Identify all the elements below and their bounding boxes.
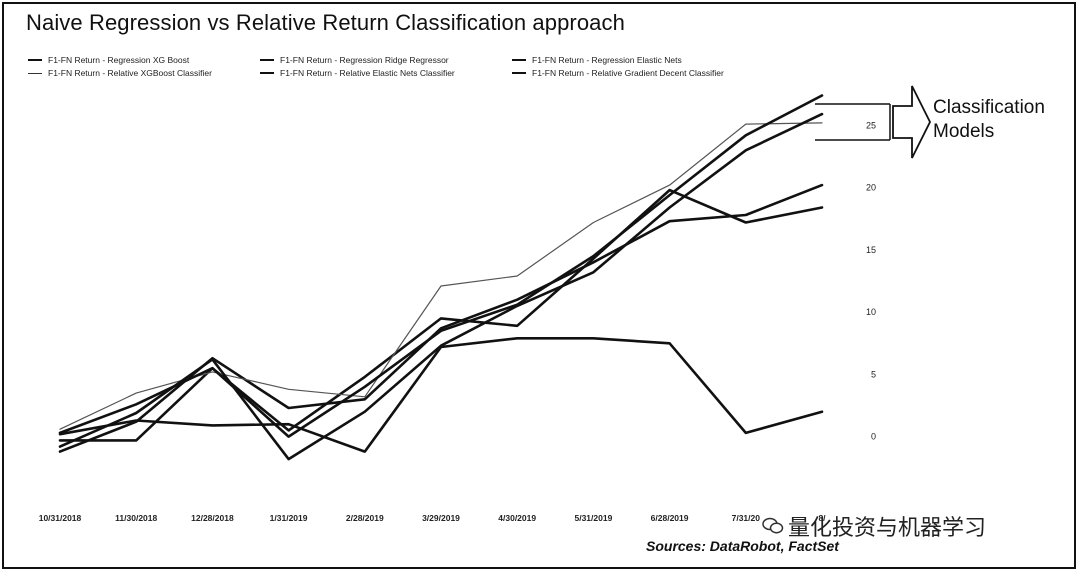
legend-item-regression-elastic: F1-FN Return - Regression Elastic Nets: [512, 55, 682, 65]
legend-swatch: [28, 59, 42, 61]
x-tick-label: 4/30/2019: [498, 513, 536, 523]
x-tick-label: 6/28/2019: [651, 513, 689, 523]
legend-swatch: [260, 72, 274, 74]
x-tick-label: 2/28/2019: [346, 513, 384, 523]
series-line-5: [58, 112, 824, 461]
watermark-text: 量化投资与机器学习: [788, 515, 987, 540]
legend-item-relative-gradient: F1-FN Return - Relative Gradient Decent …: [512, 68, 724, 78]
wechat-icon: [762, 517, 784, 534]
x-tick-label: 10/31/2018: [39, 513, 82, 523]
legend-swatch: [512, 72, 526, 74]
legend-swatch: [28, 72, 42, 74]
series-line-1: [58, 336, 824, 453]
legend-label: F1-FN Return - Relative Gradient Decent …: [532, 68, 724, 78]
x-tick-label: 12/28/2018: [191, 513, 234, 523]
x-tick-label: 3/29/2019: [422, 513, 460, 523]
legend-item-relative-xgboost: F1-FN Return - Relative XGBoost Classifi…: [28, 68, 212, 78]
y-tick-label: 25: [866, 120, 876, 130]
series-line-6: [58, 94, 824, 438]
legend-swatch: [260, 59, 274, 61]
chart-title: Naive Regression vs Relative Return Clas…: [26, 10, 625, 35]
y-tick-label: 20: [866, 183, 876, 193]
watermark: 量化投资与机器学习: [762, 510, 986, 542]
legend-label: F1-FN Return - Regression Ridge Regresso…: [280, 55, 449, 65]
legend-label: F1-FN Return - Regression XG Boost: [48, 55, 190, 65]
legend-item-regression-xgboost: F1-FN Return - Regression XG Boost: [28, 55, 189, 65]
series-line-4: [59, 122, 823, 430]
legend-label: F1-FN Return - Relative XGBoost Classifi…: [48, 68, 212, 78]
x-tick-label: 1/31/2019: [270, 513, 308, 523]
legend-item-relative-elastic: F1-FN Return - Relative Elastic Nets Cla…: [260, 68, 455, 78]
annotation-line-1: Classification: [933, 97, 1045, 118]
legend-swatch: [512, 59, 526, 61]
y-tick-label: 5: [871, 369, 876, 379]
legend-label: F1-FN Return - Relative Elastic Nets Cla…: [280, 68, 455, 78]
x-tick-label: 7/31/20: [732, 513, 761, 523]
legend-label: F1-FN Return - Regression Elastic Nets: [532, 55, 682, 65]
x-tick-label: 8/: [818, 513, 826, 523]
x-tick-label: 11/30/2018: [115, 513, 157, 523]
legend-item-regression-ridge: F1-FN Return - Regression Ridge Regresso…: [260, 55, 449, 65]
y-tick-label: 15: [866, 245, 876, 255]
y-tick-label: 10: [866, 307, 876, 317]
classification-annotation: Classification Models: [933, 96, 1045, 144]
classification-bracket: [815, 85, 932, 159]
x-tick-label: 5/31/2019: [574, 513, 612, 523]
y-tick-label: 0: [871, 432, 876, 442]
arrow-right-icon: [892, 85, 932, 159]
annotation-line-2: Models: [933, 121, 995, 142]
source-note: Sources: DataRobot, FactSet: [646, 538, 839, 554]
series-line-3: [58, 188, 824, 442]
